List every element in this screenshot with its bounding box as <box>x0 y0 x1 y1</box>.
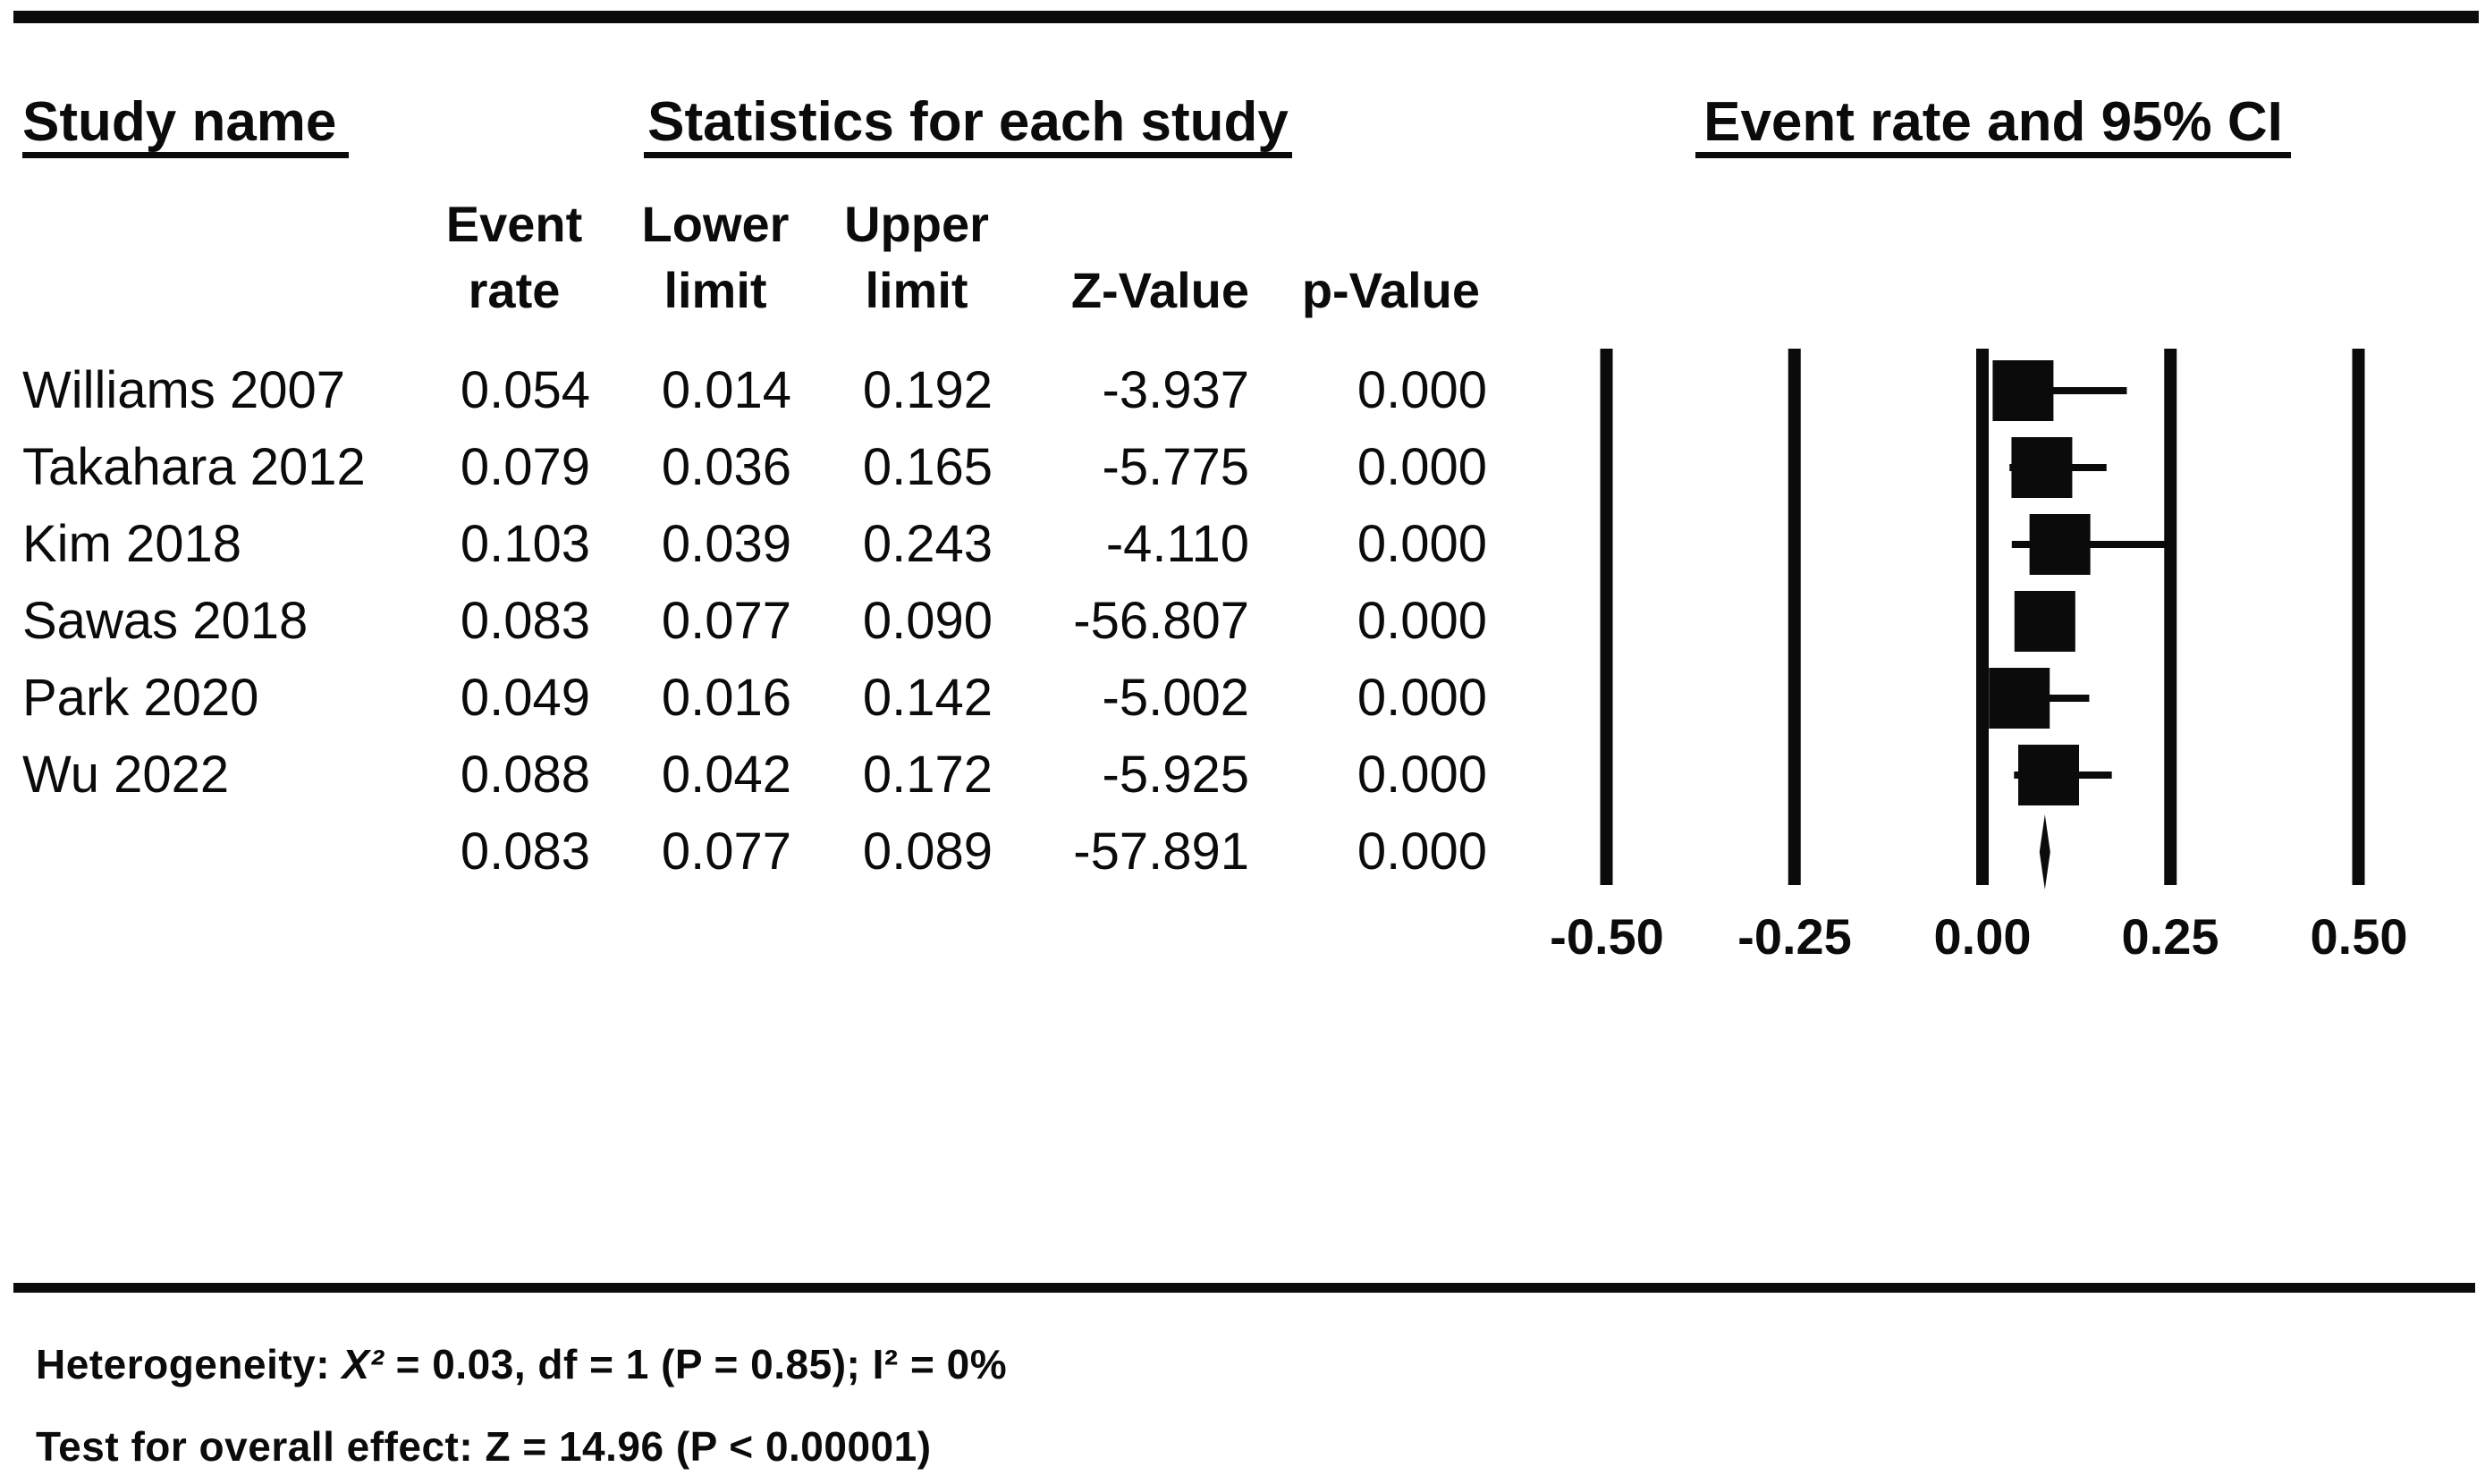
p-value: 0.000 <box>1357 669 1487 727</box>
p-value: 0.000 <box>1357 592 1487 650</box>
upper-limit-value: 0.089 <box>862 822 993 881</box>
z-value: -4.110 <box>1105 515 1249 573</box>
col-header-upper: Upper <box>844 196 989 252</box>
col-header-rate: rate <box>468 262 561 318</box>
top-rule <box>13 11 2479 23</box>
effect-square <box>2018 745 2080 805</box>
upper-limit-value: 0.165 <box>862 438 993 496</box>
z-value: -56.807 <box>1073 592 1249 650</box>
table-row: Sawas 2018 0.083 0.077 0.090 -56.807 0.0… <box>0 594 2485 649</box>
lower-limit-value: 0.016 <box>661 669 791 727</box>
p-value: 0.000 <box>1357 361 1487 419</box>
lower-limit-value: 0.077 <box>661 822 791 881</box>
study-name: Wu 2022 <box>22 746 230 804</box>
p-value: 0.000 <box>1357 438 1487 496</box>
axis-line <box>1976 349 1989 885</box>
study-name: Takahara 2012 <box>22 438 366 496</box>
col-header-z-value: Z-Value <box>1070 262 1249 318</box>
statistics-header: Statistics for each study <box>647 91 1289 153</box>
effect-square <box>1989 668 2050 729</box>
table-row: Park 2020 0.049 0.016 0.142 -5.002 0.000 <box>0 670 2485 726</box>
col-header-lower: Lower <box>641 196 790 252</box>
event-rate-value: 0.088 <box>460 746 590 804</box>
axis-tick-label: 0.25 <box>2121 908 2219 965</box>
lower-limit-value: 0.014 <box>661 361 791 419</box>
table-row: Takahara 2012 0.079 0.036 0.165 -5.775 0… <box>0 440 2485 495</box>
upper-limit-value: 0.243 <box>862 515 993 573</box>
upper-limit-value: 0.172 <box>862 746 993 804</box>
col-header-lower-limit: limit <box>664 262 767 318</box>
lower-limit-value: 0.036 <box>661 438 791 496</box>
p-value: 0.000 <box>1357 822 1487 881</box>
p-value: 0.000 <box>1357 515 1487 573</box>
event-rate-value: 0.083 <box>460 592 590 650</box>
heterogeneity-values: = 0.03, df = 1 (P = 0.85); I² = 0% <box>384 1341 1008 1387</box>
axis-tick-label: 0.50 <box>2310 908 2408 965</box>
axis-line <box>1600 349 1613 885</box>
study-name: Williams 2007 <box>22 361 345 419</box>
table-row: Williams 2007 0.054 0.014 0.192 -3.937 0… <box>0 363 2485 418</box>
axis-line <box>1788 349 1801 885</box>
axis-tick-label: -0.25 <box>1737 908 1852 965</box>
z-value: -5.002 <box>1102 669 1249 727</box>
summary-row: 0.083 0.077 0.089 -57.891 0.000 <box>0 824 2485 880</box>
event-rate-value: 0.054 <box>460 361 590 419</box>
event-rate-value: 0.079 <box>460 438 590 496</box>
z-value: -5.775 <box>1102 438 1249 496</box>
heterogeneity-prefix: Heterogeneity: <box>36 1341 342 1387</box>
col-header-p-value: p-Value <box>1301 262 1480 318</box>
axis-tick-label: -0.50 <box>1550 908 1664 965</box>
overall-effect-text: Test for overall effect: Z = 14.96 (P < … <box>36 1423 932 1470</box>
study-name-underline <box>22 152 349 158</box>
table-row: Kim 2018 0.103 0.039 0.243 -4.110 0.000 <box>0 517 2485 572</box>
separator-rule <box>13 1283 2475 1293</box>
lower-limit-value: 0.042 <box>661 746 791 804</box>
effect-square <box>2029 514 2091 575</box>
z-value: -5.925 <box>1102 746 1249 804</box>
summary-diamond <box>2039 814 2050 890</box>
axis-line <box>2164 349 2177 885</box>
study-name-header: Study name <box>22 91 337 153</box>
study-name: Park 2020 <box>22 669 259 727</box>
z-value: -57.891 <box>1073 822 1249 881</box>
event-rate-ci-underline <box>1695 152 2291 158</box>
p-value: 0.000 <box>1357 746 1487 804</box>
z-value: -3.937 <box>1102 361 1249 419</box>
event-rate-value: 0.103 <box>460 515 590 573</box>
axis-line <box>2352 349 2365 885</box>
event-rate-ci-header: Event rate and 95% CI <box>1703 91 2283 153</box>
upper-limit-value: 0.142 <box>862 669 993 727</box>
lower-limit-value: 0.039 <box>661 515 791 573</box>
effect-square <box>1992 360 2054 421</box>
statistics-underline <box>644 152 1292 158</box>
event-rate-value: 0.049 <box>460 669 590 727</box>
effect-square <box>2011 437 2073 498</box>
axis-tick-label: 0.00 <box>1933 908 2032 965</box>
chi-squared-symbol: X² <box>342 1341 385 1387</box>
study-name: Sawas 2018 <box>22 592 309 650</box>
col-header-event: Event <box>445 196 583 252</box>
heterogeneity-text: Heterogeneity: X² = 0.03, df = 1 (P = 0.… <box>36 1337 1007 1391</box>
lower-limit-value: 0.077 <box>661 592 791 650</box>
study-name: Kim 2018 <box>22 515 242 573</box>
upper-limit-value: 0.192 <box>862 361 993 419</box>
effect-square <box>2014 591 2075 652</box>
event-rate-value: 0.083 <box>460 822 590 881</box>
upper-limit-value: 0.090 <box>862 592 993 650</box>
table-row: Wu 2022 0.088 0.042 0.172 -5.925 0.000 <box>0 747 2485 803</box>
col-header-upper-limit: limit <box>865 262 968 318</box>
